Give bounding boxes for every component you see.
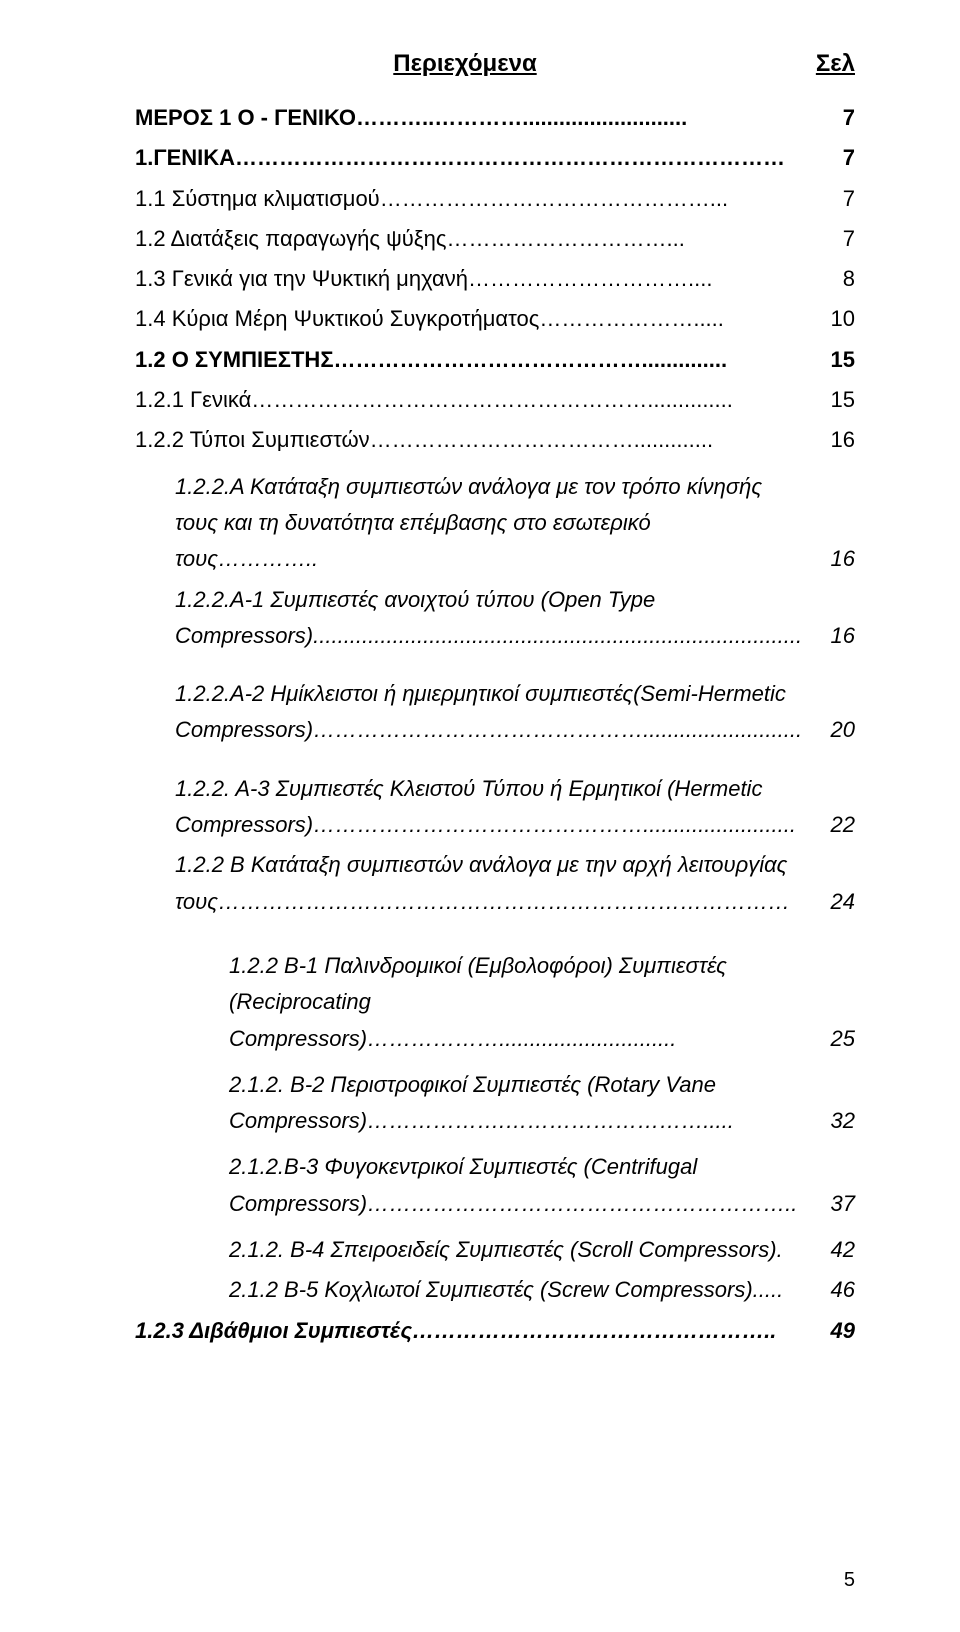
toc-entry-page: 8: [805, 261, 855, 297]
toc-entry-label: 2.1.2 B-5 Κοχλιωτοί Συμπιεστές (Screw Co…: [135, 1272, 805, 1308]
toc-row: 1.2 Ο ΣΥΜΠΙΕΣΤΗΣ……………………………………..........…: [135, 342, 855, 378]
toc-entry-label: 1.2.2 Τύποι Συμπιεστών………………………………......…: [135, 422, 805, 458]
toc-row: ΜΕΡΟΣ 1 Ο - ΓΕΝΙΚΟ………..………….............…: [135, 100, 855, 136]
toc-entry-label: 2.1.2. Β-2 Περιστροφικοί Συμπιεστές (Rot…: [135, 1067, 805, 1140]
toc-header-row: Περιεχόμενα Σελ: [135, 50, 855, 78]
toc-entry-page: 16: [805, 422, 855, 458]
toc-entry-label: 1.2.1 Γενικά………………………………………………..........…: [135, 382, 805, 418]
toc-row: 1.2.2. Α-3 Συμπιεστές Κλειστού Τύπου ή Ε…: [135, 771, 855, 844]
toc-entry-label: 2.1.2. B-4 Σπειροειδείς Συμπιεστές (Scro…: [135, 1232, 805, 1268]
toc-entry-label: 1.2.3 Διβάθμιοι Συμπιεστές………………………………………: [135, 1313, 805, 1349]
toc-entry-page: 15: [805, 382, 855, 418]
toc-row: 2.1.2 B-5 Κοχλιωτοί Συμπιεστές (Screw Co…: [135, 1272, 855, 1308]
toc-entry-page: 25: [805, 1021, 855, 1057]
toc-entry-label: 1.2.2.Α Κατάταξη συμπιεστών ανάλογα με τ…: [135, 469, 805, 578]
toc-entry-page: 15: [805, 342, 855, 378]
toc-entry-page: 16: [805, 541, 855, 577]
toc-entry-label: 1.2.2.Α-2 Ημίκλειστοι ή ημιερμητικοί συμ…: [135, 676, 810, 749]
toc-title: Περιεχόμενα: [135, 50, 795, 78]
toc-row: 1.2.2 Β Κατάταξη συμπιεστών ανάλογα με τ…: [135, 847, 855, 920]
toc-row: 1.2.1 Γενικά………………………………………………..........…: [135, 382, 855, 418]
toc-row: 1.2.3 Διβάθμιοι Συμπιεστές………………………………………: [135, 1313, 855, 1349]
toc-entry-page: 7: [805, 100, 855, 136]
toc-entry-page: 37: [805, 1186, 855, 1222]
toc-entry-label: 1.2.2 Β-1 Παλινδρομικοί (Εμβολοφόροι) Συ…: [135, 948, 805, 1057]
document-page: Περιεχόμενα Σελ ΜΕΡΟΣ 1 Ο - ΓΕΝΙΚΟ………..……: [0, 0, 960, 1632]
toc-page-col-label: Σελ: [795, 50, 855, 78]
toc-row: 1.4 Κύρια Μέρη Ψυκτικού Συγκροτήματος…………: [135, 301, 855, 337]
toc-entry-page: 32: [805, 1103, 855, 1139]
toc-body: ΜΕΡΟΣ 1 Ο - ΓΕΝΙΚΟ………..………….............…: [135, 100, 855, 1349]
toc-row: 2.1.2. Β-2 Περιστροφικοί Συμπιεστές (Rot…: [135, 1067, 855, 1140]
toc-entry-page: 42: [805, 1232, 855, 1268]
toc-row: 1.2.2.Α Κατάταξη συμπιεστών ανάλογα με τ…: [135, 469, 855, 578]
toc-entry-label: 1.2.2.Α-1 Συμπιεστές ανοιχτού τύπου (Ope…: [135, 582, 810, 655]
toc-row: 2.1.2. B-4 Σπειροειδείς Συμπιεστές (Scro…: [135, 1232, 855, 1268]
toc-entry-label: 1.ΓΕΝΙΚΑ…………………………………………………………………: [135, 140, 805, 176]
toc-row: 1.2.2.Α-1 Συμπιεστές ανοιχτού τύπου (Ope…: [135, 582, 855, 655]
toc-row: 1.2 Διατάξεις παραγωγής ψύξης………………………….…: [135, 221, 855, 257]
toc-entry-page: 46: [805, 1272, 855, 1308]
toc-entry-page: 16: [810, 618, 855, 654]
toc-entry-page: 10: [805, 301, 855, 337]
toc-entry-page: 24: [805, 884, 855, 920]
toc-entry-label: 2.1.2.Β-3 Φυγοκεντρικοί Συμπιεστές (Cent…: [135, 1149, 805, 1222]
toc-entry-label: 1.2 Διατάξεις παραγωγής ψύξης………………………….…: [135, 221, 805, 257]
toc-row: 1.2.2 Τύποι Συμπιεστών………………………………......…: [135, 422, 855, 458]
toc-entry-page: 7: [805, 181, 855, 217]
toc-row: 2.1.2.Β-3 Φυγοκεντρικοί Συμπιεστές (Cent…: [135, 1149, 855, 1222]
toc-entry-page: 20: [810, 712, 855, 748]
toc-row: 1.2.2 Β-1 Παλινδρομικοί (Εμβολοφόροι) Συ…: [135, 948, 855, 1057]
toc-entry-page: 7: [805, 140, 855, 176]
toc-entry-label: 1.2.2. Α-3 Συμπιεστές Κλειστού Τύπου ή Ε…: [135, 771, 805, 844]
toc-entry-label: 1.2 Ο ΣΥΜΠΙΕΣΤΗΣ……………………………………..........…: [135, 342, 805, 378]
toc-entry-label: ΜΕΡΟΣ 1 Ο - ΓΕΝΙΚΟ………..………….............…: [135, 100, 805, 136]
toc-entry-page: 49: [805, 1313, 855, 1349]
toc-entry-page: 7: [805, 221, 855, 257]
toc-entry-label: 1.3 Γενικά για την Ψυκτική μηχανή……………………: [135, 261, 805, 297]
toc-row: 1.3 Γενικά για την Ψυκτική μηχανή……………………: [135, 261, 855, 297]
page-number-footer: 5: [844, 1569, 855, 1592]
toc-row: 1.2.2.Α-2 Ημίκλειστοι ή ημιερμητικοί συμ…: [135, 676, 855, 749]
toc-entry-label: 1.4 Κύρια Μέρη Ψυκτικού Συγκροτήματος…………: [135, 301, 805, 337]
toc-row: 1.ΓΕΝΙΚΑ…………………………………………………………………7: [135, 140, 855, 176]
toc-entry-page: 22: [805, 807, 855, 843]
toc-row: 1.1 Σύστημα κλιματισμού………………………………………..…: [135, 181, 855, 217]
toc-entry-label: 1.1 Σύστημα κλιματισμού………………………………………..…: [135, 181, 805, 217]
toc-entry-label: 1.2.2 Β Κατάταξη συμπιεστών ανάλογα με τ…: [135, 847, 805, 920]
